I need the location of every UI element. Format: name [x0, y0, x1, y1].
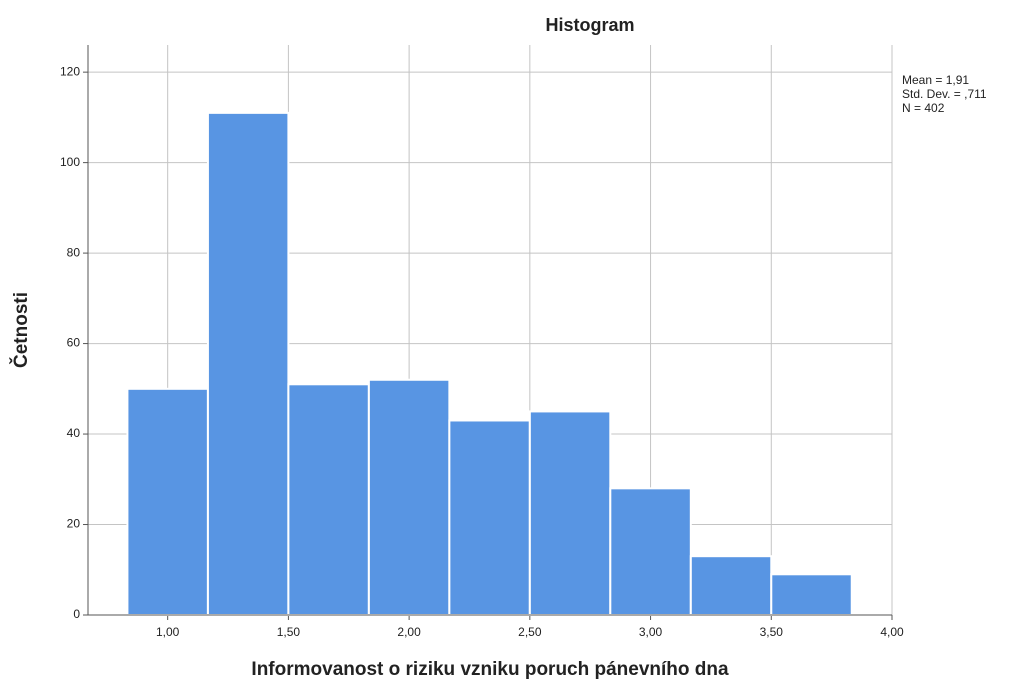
x-tick-label: 2,00: [397, 625, 421, 639]
bar: [448, 419, 531, 616]
y-tick-label: 60: [67, 336, 81, 350]
x-axis-label: Informovanost o riziku vzniku poruch pán…: [251, 659, 729, 680]
y-tick-label: 100: [60, 155, 80, 169]
stat-annotation: Mean = 1,91: [902, 73, 969, 87]
y-tick-label: 120: [60, 64, 80, 78]
y-tick-label: 80: [67, 245, 81, 259]
y-axis-label: Četnosti: [10, 292, 32, 368]
y-tick-label: 40: [67, 426, 81, 440]
stat-annotation: Std. Dev. = ,711: [902, 87, 987, 101]
bar: [528, 410, 612, 616]
bar: [287, 383, 370, 616]
x-tick-label: 1,50: [277, 625, 301, 639]
stat-annotation: N = 402: [902, 101, 945, 115]
x-tick-label: 3,50: [760, 625, 784, 639]
y-tick-label: 20: [67, 517, 81, 531]
x-tick-label: 1,00: [156, 625, 180, 639]
bar: [206, 111, 290, 616]
bar: [770, 573, 853, 616]
y-tick-label: 0: [73, 607, 80, 621]
bar: [689, 555, 773, 617]
bar: [609, 487, 692, 617]
chart-title: Histogram: [545, 15, 634, 35]
x-tick-label: 4,00: [880, 625, 904, 639]
bar: [367, 378, 451, 616]
x-tick-label: 2,50: [518, 625, 542, 639]
x-tick-label: 3,00: [639, 625, 663, 639]
bar: [126, 387, 209, 616]
